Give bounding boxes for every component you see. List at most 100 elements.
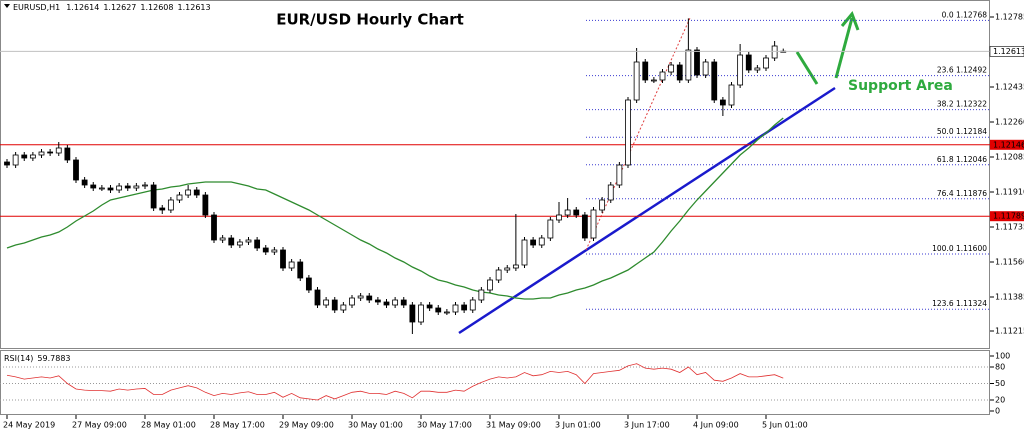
candle-body: [435, 307, 442, 313]
y-tick-label: 1.12085: [995, 153, 1024, 162]
candle-body: [4, 161, 10, 166]
candle-body: [305, 277, 312, 291]
candle-body: [228, 237, 235, 246]
candle-body: [116, 185, 123, 191]
candle-body: [711, 61, 718, 101]
candle-body: [478, 289, 485, 301]
candle-body: [771, 45, 778, 59]
candle-body: [219, 237, 226, 241]
fib-label: 61.8 1.12046: [937, 155, 987, 164]
candle-body: [650, 79, 657, 82]
moving-average: [6, 117, 784, 300]
candle-body: [124, 185, 131, 189]
candle-body: [737, 54, 744, 86]
candle-body: [90, 184, 97, 189]
y-tick-label: 1.12785: [995, 13, 1024, 22]
rsi-tick-label: 100: [995, 352, 1010, 361]
candle-body: [676, 64, 683, 81]
candle-body: [400, 299, 407, 306]
level-box: [990, 139, 1024, 150]
rsi-last: 59.7883: [37, 354, 70, 363]
candle-body: [702, 61, 709, 76]
candle-body: [81, 179, 88, 186]
level-label: 1.11789: [993, 212, 1024, 221]
candle-body: [142, 184, 148, 187]
candle-body: [55, 147, 62, 154]
rsi-title: RSI(14): [4, 354, 33, 363]
candle-body: [29, 154, 36, 159]
candle-body: [314, 289, 321, 306]
candle-body: [64, 147, 71, 161]
x-tick-label: 29 May 09:00: [279, 421, 334, 430]
current-price-label: 1.12613: [993, 47, 1024, 56]
x-tick-label: 28 May 17:00: [210, 421, 265, 430]
candle-body: [245, 239, 252, 243]
candle-body: [719, 99, 726, 106]
candle-body: [323, 299, 330, 306]
candle-body: [633, 61, 640, 101]
level-label: 1.12146: [993, 140, 1024, 149]
candle-body: [176, 194, 183, 201]
x-tick-label: 30 May 17:00: [417, 421, 472, 430]
candle-body: [426, 304, 433, 309]
last-open: 1.12614: [66, 3, 99, 12]
y-tick-label: 1.11910: [995, 188, 1024, 197]
candle-body: [443, 311, 450, 314]
arrow-up: [834, 11, 860, 79]
candle-body: [754, 67, 761, 71]
fib-label: 38.2 1.12322: [937, 100, 987, 109]
candle-body: [763, 57, 769, 69]
candle-body: [271, 249, 278, 253]
level-box: [990, 211, 1024, 222]
candle-body: [262, 247, 269, 253]
rsi-tick-label: 0: [995, 407, 1000, 416]
trend-line: [458, 86, 836, 335]
candle-body: [392, 299, 399, 306]
candle-body: [297, 261, 304, 279]
candle-body: [211, 214, 217, 241]
candle-body: [357, 295, 364, 299]
x-tick-label: 27 May 09:00: [72, 421, 127, 430]
header: EURUSD,H1 1.12614 1.12627 1.12608 1.12613: [13, 3, 211, 12]
candle-body: [73, 159, 79, 181]
rsi-tick-label: 20: [995, 396, 1005, 405]
candle-body: [418, 304, 424, 323]
candle-body: [374, 299, 381, 303]
candle-body: [340, 304, 347, 311]
main-frame: [0, 0, 990, 349]
candle-body: [487, 279, 493, 291]
y-tick-label: 1.11385: [995, 293, 1024, 302]
x-tick-label: 30 May 01:00: [348, 421, 403, 430]
x-tick-label: 3 Jun 17:00: [624, 421, 670, 430]
candle-body: [236, 241, 243, 246]
candle-body: [107, 187, 114, 191]
candle-body: [504, 267, 511, 271]
candle-body: [469, 299, 476, 311]
candle-body: [288, 261, 295, 269]
candle-body: [409, 304, 416, 323]
candle-body: [581, 214, 588, 239]
x-tick-label: 31 May 09:00: [486, 421, 541, 430]
candle-body: [564, 209, 571, 216]
candle-body: [47, 151, 54, 154]
candle-body: [495, 269, 502, 281]
candle-body: [366, 295, 373, 301]
fib-label: 50.0 1.12184: [937, 127, 987, 136]
x-tick-label: 5 Jun 01:00: [762, 421, 808, 430]
candle-body: [21, 154, 28, 159]
candle-body: [512, 264, 519, 269]
candle-body: [607, 184, 614, 201]
header-icon: [4, 4, 10, 8]
rsi-frame: [0, 350, 990, 415]
candle-body: [530, 239, 537, 246]
rsi-tick-label: 80: [995, 363, 1005, 372]
candle-body: [547, 219, 554, 239]
candle-body: [150, 184, 157, 209]
fib-label: 23.6 1.12492: [937, 66, 987, 75]
fib-label: 0.0 1.12768: [942, 10, 988, 19]
fib-label: 76.4 1.11876: [937, 189, 987, 198]
candle-body: [556, 214, 562, 221]
fib-label: 100.0 1.11600: [932, 244, 987, 253]
candle-body: [668, 64, 675, 73]
x-tick-label: 3 Jun 01:00: [555, 421, 601, 430]
